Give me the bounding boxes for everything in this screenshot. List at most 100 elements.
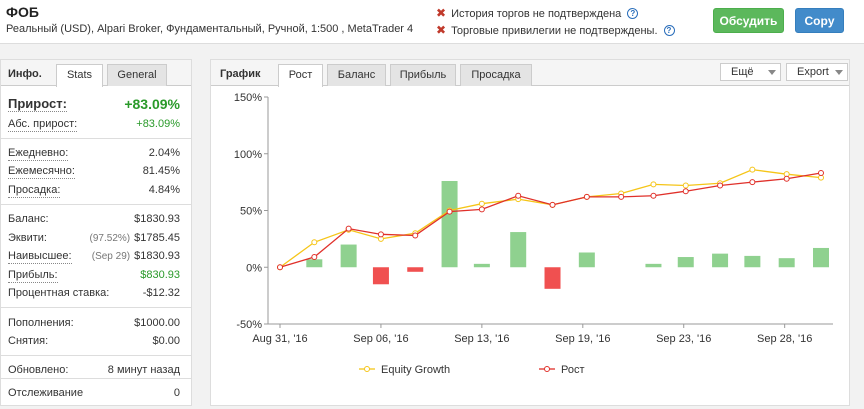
series-line-1 xyxy=(279,172,822,268)
stat-profit-label: Прибыль: xyxy=(8,269,58,283)
warning-privileges: ✖ Торговые привилегии не подтверждены.? xyxy=(436,23,675,37)
series-point-1 xyxy=(818,170,824,177)
stat-gain-value: +83.09% xyxy=(124,96,180,112)
chart-bar xyxy=(712,253,729,268)
x-tick-label: Sep 19, '16 xyxy=(555,333,610,345)
more-dropdown[interactable]: Ещё xyxy=(720,63,781,81)
series-point-0 xyxy=(478,200,485,207)
account-header: ФОБ Реальный (USD), Alpari Broker, Фунда… xyxy=(0,0,864,44)
stat-daily-label: Ежедневно: xyxy=(8,147,69,161)
export-dropdown-label: Export xyxy=(797,66,829,78)
stat-drawdown-label: Просадка: xyxy=(8,184,61,198)
chart-bar xyxy=(340,244,357,268)
x-tick-label: Sep 28, '16 xyxy=(757,333,812,345)
stat-deposits: Пополнения: $1000.00 xyxy=(8,316,180,332)
account-title: ФОБ xyxy=(6,4,39,20)
stat-interest-label: Процентная ставка: xyxy=(8,287,110,299)
legend-label: Рост xyxy=(561,364,585,376)
series-point-1 xyxy=(412,232,419,239)
stat-gain-label: Прирост: xyxy=(8,96,67,112)
stat-abs-gain-value: +83.09% xyxy=(136,118,180,130)
divider xyxy=(1,307,191,308)
stat-monthly: Ежемесячно: 81.45% xyxy=(8,164,180,180)
stat-equity-note: (97.52%) xyxy=(89,233,131,244)
stat-withdrawals: Снятия: $0.00 xyxy=(8,334,180,350)
stat-monthly-label: Ежемесячно: xyxy=(8,165,75,179)
series-point-1 xyxy=(549,201,556,208)
chevron-down-icon xyxy=(768,70,776,75)
chevron-down-icon xyxy=(835,70,843,75)
y-tick-label: 150% xyxy=(234,92,262,104)
y-tick-label: 50% xyxy=(240,206,262,218)
chart-bar xyxy=(813,247,829,268)
stat-abs-gain: Абс. прирост: +83.09% xyxy=(8,117,180,133)
x-tick-label: Sep 23, '16 xyxy=(656,333,711,345)
stat-updated: Обновлено: 8 минут назад xyxy=(8,363,180,379)
legend-swatch-point xyxy=(364,366,370,372)
tab-general[interactable]: General xyxy=(107,64,167,86)
account-subtitle: Реальный (USD), Alpari Broker, Фундамент… xyxy=(6,23,414,35)
series-point-1 xyxy=(277,264,283,271)
series-point-0 xyxy=(650,181,657,188)
y-tick-label: -50% xyxy=(236,319,262,331)
stat-highest-note: (Sep 29) xyxy=(91,251,131,262)
chart-bar xyxy=(441,180,458,268)
stat-withdrawals-label: Снятия: xyxy=(8,335,49,347)
tab-growth[interactable]: Рост xyxy=(278,64,323,87)
divider xyxy=(1,355,191,356)
series-point-1 xyxy=(478,206,485,213)
stat-interest: Процентная ставка: -$12.32 xyxy=(8,286,180,302)
stat-deposits-value: $1000.00 xyxy=(134,317,180,329)
series-point-1 xyxy=(377,231,384,238)
tab-stats[interactable]: Stats xyxy=(56,64,103,87)
export-dropdown[interactable]: Export xyxy=(786,63,848,81)
tab-drawdown[interactable]: Просадка xyxy=(460,64,532,86)
help-icon[interactable]: ? xyxy=(627,8,639,19)
y-tick-label: 100% xyxy=(234,149,262,161)
stat-equity-label: Эквити: xyxy=(8,232,47,244)
stat-equity-value-group: (97.52%) $1785.45 xyxy=(90,231,180,246)
growth-chart: -50% 0% 50% 100% 150% Aug 31, '16 Sep 06, '16 S… xyxy=(234,92,833,376)
stat-deposits-label: Пополнения: xyxy=(8,317,74,329)
chart-tab-bar: График Рост Баланс Прибыль Просадка Ещё … xyxy=(211,60,849,87)
stat-highest-value: $1830.93 xyxy=(134,250,180,262)
series-point-1 xyxy=(650,192,657,199)
series-line-0 xyxy=(279,168,822,268)
series-point-1 xyxy=(783,175,790,182)
more-dropdown-label: Ещё xyxy=(731,66,754,78)
series-point-1 xyxy=(717,182,724,189)
series-point-0 xyxy=(749,166,756,173)
help-icon[interactable]: ? xyxy=(663,25,675,36)
stat-balance-value: $1830.93 xyxy=(134,213,180,225)
x-tick-label: Aug 31, '16 xyxy=(252,333,307,345)
cross-icon: ✖ xyxy=(436,23,447,37)
copy-button[interactable]: Copy xyxy=(795,8,844,33)
tab-balance[interactable]: Баланс xyxy=(327,64,386,86)
stat-profit-value: $830.93 xyxy=(140,269,180,281)
series-point-1 xyxy=(515,192,522,199)
series-point-0 xyxy=(682,182,689,189)
stat-daily: Ежедневно: 2.04% xyxy=(8,146,180,162)
discuss-button[interactable]: Обсудить xyxy=(713,8,784,33)
legend-label: Equity Growth xyxy=(381,364,450,376)
series-point-0 xyxy=(311,239,318,246)
stat-gain: Прирост: +83.09% xyxy=(8,97,180,113)
stat-equity-value: $1785.45 xyxy=(134,232,180,244)
stat-drawdown-value: 4.84% xyxy=(148,184,180,196)
stat-balance: Баланс: $1830.93 xyxy=(8,212,180,228)
x-tick-label: Sep 06, '16 xyxy=(353,333,408,345)
divider xyxy=(1,378,191,379)
tab-profit[interactable]: Прибыль xyxy=(390,64,456,86)
stat-updated-label: Обновлено: xyxy=(8,364,69,376)
stat-balance-label: Баланс: xyxy=(8,213,49,225)
legend-swatch-point xyxy=(544,366,550,372)
stat-daily-value: 2.04% xyxy=(148,147,180,159)
stat-tracking-value: 0 xyxy=(173,387,180,399)
stat-highest: Наивысшее: (Sep 29) $1830.93 xyxy=(8,249,180,265)
y-tick-label: 0% xyxy=(246,262,262,274)
stat-monthly-value: 81.45% xyxy=(142,165,180,177)
chart-bar xyxy=(677,257,694,268)
cross-icon: ✖ xyxy=(436,6,447,20)
chart-bar xyxy=(510,232,527,268)
stat-drawdown: Просадка: 4.84% xyxy=(8,183,180,199)
